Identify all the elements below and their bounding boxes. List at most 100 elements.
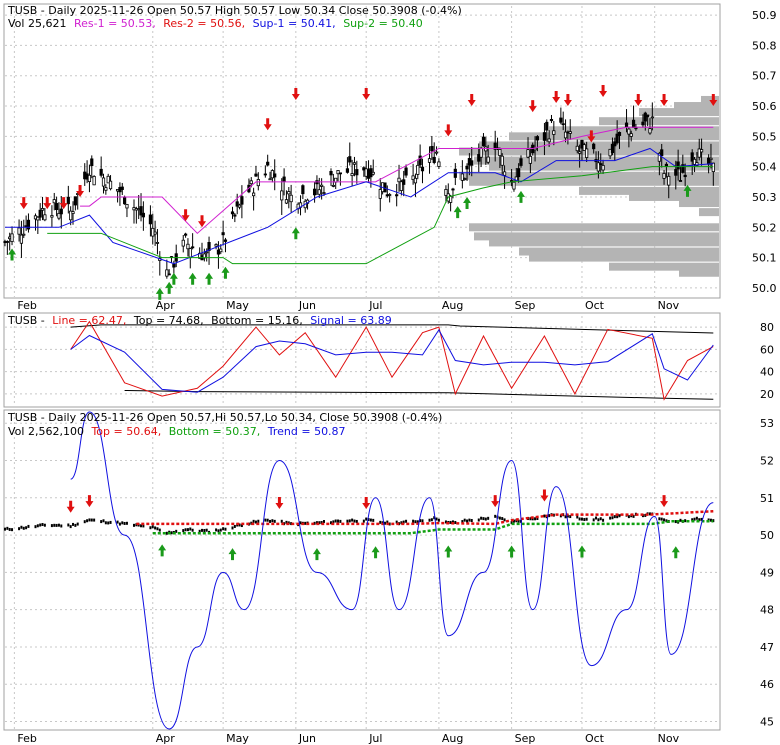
candle-body [388,194,392,196]
trend-candle [201,528,204,532]
candle-body [5,241,9,243]
candle-body [416,164,420,175]
trend-candle [132,523,135,527]
candle-body [352,162,357,165]
candle-body [252,192,256,197]
down-arrow-icon [275,496,284,509]
trend-candle [383,521,386,525]
trend-candle [320,521,323,525]
candle-body [141,212,145,218]
res1-label: Res-1 = 50.53, [74,17,156,30]
candle-body [188,248,192,258]
candle-body [69,210,73,221]
up-arrow-icon [577,545,586,558]
candle-body [120,186,124,190]
candle-body [617,131,622,136]
trend-candle [339,519,342,523]
down-arrow-icon [43,197,52,210]
trend-candle [660,517,663,521]
trend-candle [648,512,651,516]
trend-x-axis: Feb Apr May Jun Jul Aug Sep Oct Nov [17,732,679,745]
trend-candle [11,528,14,532]
trend-candle [454,520,457,524]
trend-candle [709,518,712,522]
trend-grid [5,412,719,729]
trend-candle [140,524,143,528]
candle-body [322,192,326,194]
trend-candle [602,518,605,522]
price-x-tick: Jun [298,299,316,312]
volume-profile-bar [674,102,719,111]
price-y-tick: 50.1 [752,252,777,265]
trend-candle [6,526,9,530]
down-arrow-icon [709,94,718,107]
down-arrow-icon [85,495,94,508]
volume-profile-bar [579,186,719,195]
trend-candle [503,518,506,522]
candle-body [301,185,305,195]
trend-candle [231,526,234,530]
up-arrow-icon [155,287,164,300]
trend-candle [53,523,56,527]
trend-candle [386,520,389,524]
down-arrow-icon [362,496,371,509]
candle-body [99,168,103,176]
candle-body [432,156,436,163]
down-arrow-icon [181,209,190,222]
candle-body [266,161,270,166]
trend-candle [592,518,595,522]
trend-candle [224,527,227,531]
trend-panel-legend: Vol 2,562,100 Top = 50.64, Bottom = 50.3… [8,425,346,438]
candle-body [486,156,490,163]
trend-candle [125,521,128,525]
trend-candle [184,528,187,532]
bottom-envelope-line [124,390,714,400]
sup2-label: Sup-2 = 50.40 [343,17,423,30]
volume-profile-bar [549,126,719,135]
candle-body [240,196,244,205]
trend-candle [451,520,454,524]
candle-body [90,158,94,167]
trend-candle [372,518,375,522]
candle-body [542,132,547,141]
candle-body [582,144,586,151]
candle-body [535,136,540,141]
trend-candle [154,526,157,530]
trend-candle [27,524,30,528]
oscillator-y-tick: 40 [760,366,774,379]
up-arrow-icon [165,281,174,294]
up-arrow-icon [671,546,680,559]
trend-candle [67,523,70,527]
candle-body [191,246,195,249]
candle-body [641,121,645,126]
trend-candle [285,520,288,524]
candle-body [502,171,507,176]
trend-candle [698,518,701,522]
candle-body [317,189,321,195]
trend-signal-arrows [66,489,680,561]
trend-candle [313,521,316,525]
candle-body [371,171,375,175]
candle-body [568,131,572,134]
trend-candle [330,521,333,525]
candle-body [460,173,464,181]
candle-body [395,194,399,197]
trend-candle [20,525,23,529]
volume-profile-bar [699,208,719,217]
trend-candle [257,519,260,523]
trend-candle [299,521,302,525]
trend-candle [466,519,469,523]
price-x-tick: May [226,299,249,312]
down-arrow-icon [599,84,608,97]
candle-body [692,158,697,165]
trend-candle [707,518,710,522]
candle-body [345,168,350,173]
candle-body [664,163,669,167]
price-x-axis: Feb Apr May Jun Jul Aug Sep Oct Nov [17,299,679,312]
volume-profile-bar [529,253,719,262]
candle-body [528,155,532,164]
candle-body [427,158,432,163]
up-arrow-icon [371,546,380,559]
trend-candle [477,518,480,522]
candle-body [350,173,354,177]
